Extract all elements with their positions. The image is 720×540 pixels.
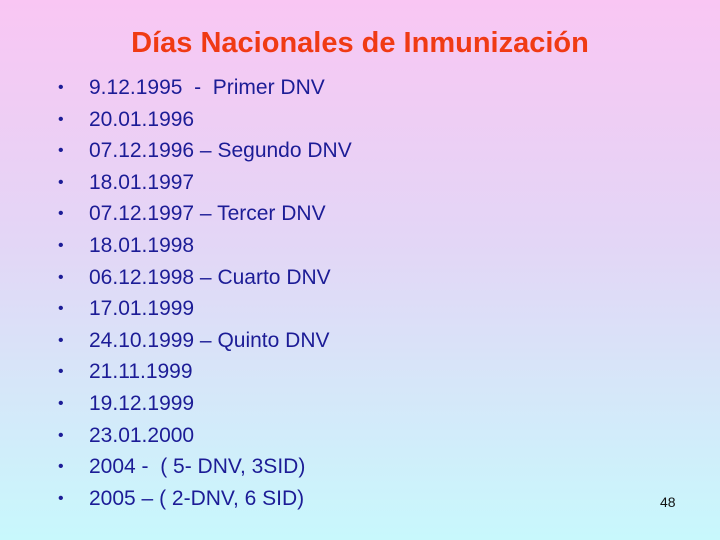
list-item-text: 9.12.1995 - Primer DNV bbox=[89, 76, 325, 99]
list-item-text: 18.01.1997 bbox=[89, 170, 195, 194]
page-number: 48 bbox=[660, 494, 676, 510]
list-item-text: 23.01.2000 bbox=[89, 423, 195, 447]
slide-title: Días Nacionales de Inmunización bbox=[131, 27, 589, 59]
list-item: • 18.01.1997 bbox=[58, 167, 352, 199]
list-item: • 2004 - ( 5- DNV, 3SID) bbox=[58, 451, 352, 483]
list-item: • 17.01.1999 bbox=[58, 293, 352, 325]
list-item: • 24.10.1999 – Quinto DNV bbox=[58, 325, 352, 357]
bullet-icon: • bbox=[58, 142, 64, 160]
list-item: • 20.01.1996 bbox=[58, 104, 352, 136]
list-item-text: 24.10.1999 – Quinto DNV bbox=[89, 328, 330, 352]
list-item: • 2005 – ( 2-DNV, 6 SID) bbox=[58, 483, 352, 515]
list-item-text: 06.12.1998 – Cuarto DNV bbox=[89, 265, 331, 289]
bullet-icon: • bbox=[58, 300, 64, 318]
bullet-icon: • bbox=[58, 268, 64, 286]
list-item-text: 07.12.1996 – Segundo DNV bbox=[89, 139, 352, 163]
bullet-list: • 9.12.1995 - Primer DNV • 20.01.1996 • 07.12… bbox=[58, 72, 352, 514]
list-item-text: 07.12.1997 – Tercer DNV bbox=[89, 202, 326, 226]
list-item: • 23.01.2000 bbox=[58, 420, 352, 452]
list-item-text: 21.11.1999 bbox=[89, 360, 193, 384]
list-item: • 06.12.1998 – Cuarto DNV bbox=[58, 262, 352, 294]
bullet-icon: • bbox=[58, 110, 64, 128]
bullet-icon: • bbox=[58, 173, 64, 191]
list-item-text: 18.01.1998 bbox=[89, 233, 195, 257]
list-item-text: 19.12.1999 bbox=[89, 391, 195, 415]
bullet-icon: • bbox=[58, 79, 64, 96]
list-item-text: 20.01.1996 bbox=[89, 107, 195, 131]
list-item-text: 2004 - ( 5- DNV, 3SID) bbox=[89, 455, 306, 479]
bullet-icon: • bbox=[58, 363, 64, 381]
list-item-text: 2005 – ( 2-DNV, 6 SID) bbox=[89, 486, 305, 510]
list-item: • 18.01.1998 bbox=[58, 230, 352, 262]
list-item: • 19.12.1999 bbox=[58, 388, 352, 420]
list-item: • 21.11.1999 bbox=[58, 356, 352, 388]
bullet-icon: • bbox=[58, 394, 64, 412]
bullet-icon: • bbox=[58, 236, 64, 254]
bullet-icon: • bbox=[58, 205, 64, 223]
list-item-text: 17.01.1999 bbox=[89, 297, 195, 321]
bullet-icon: • bbox=[58, 489, 64, 507]
bullet-icon: • bbox=[58, 426, 64, 444]
list-item: • 07.12.1997 – Tercer DNV bbox=[58, 198, 352, 230]
bullet-icon: • bbox=[58, 458, 64, 476]
list-item: • 9.12.1995 - Primer DNV bbox=[58, 72, 352, 104]
list-item: • 07.12.1996 – Segundo DNV bbox=[58, 135, 352, 167]
bullet-icon: • bbox=[58, 331, 64, 349]
